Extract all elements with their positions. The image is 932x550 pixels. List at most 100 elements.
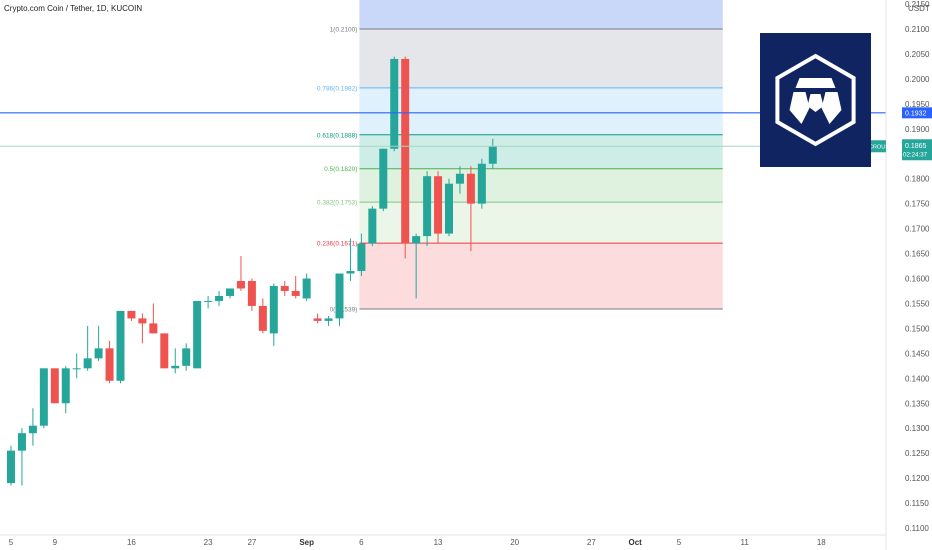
candle [412,233,421,299]
candle-body [379,148,388,209]
candle-body [116,310,125,381]
candle [28,408,37,446]
candle [50,368,59,404]
price-axis[interactable]: 0.2150 0.2100 0.2050 0.2000 0.1950 0.1900 0.18… [868,0,932,550]
candle-body [17,433,26,451]
price-tick-label: 0.1450 [905,349,930,358]
candle-body [226,288,234,296]
time-tick-label: 27 [247,538,256,547]
logo-nose [807,94,824,112]
candle-body [477,163,486,204]
candle [445,178,453,237]
candle-body [466,173,475,204]
currency-label: USDT [908,4,930,13]
fib-level-label: 0.236(0.1671) [317,241,357,248]
candle-body [204,300,213,302]
candle [215,290,224,306]
symbol-tag-label: CROUSDT [869,144,897,150]
fib-zone [359,87,723,135]
price-tick-label: 0.1550 [905,299,930,308]
hline-price-tag [902,107,932,119]
candle [61,365,70,414]
last-price-label: 0.1865 [905,143,927,150]
fib-level-label: 0.5(0.1820) [324,166,357,173]
fibonacci-retracement[interactable]: 1(0.2100) 0.786(0.1982) 0.618(0.1888) 0.5(0… [317,0,723,313]
price-tick-label: 0.1100 [905,524,929,533]
candle [138,313,147,344]
time-tick-label: Sep [299,538,314,547]
price-tick-label: 0.1950 [905,100,930,109]
candle [401,56,410,259]
candle-body [324,318,333,321]
candle [466,166,475,252]
price-tick-label: 0.1700 [905,225,930,234]
candles [7,56,497,486]
candle-body [138,318,147,324]
candle [488,138,497,169]
candle-body [160,333,169,369]
candle [357,233,366,277]
candle-body [335,273,344,319]
candle-body [455,173,464,184]
price-tick-label: 0.1900 [905,125,930,134]
candle [7,445,15,486]
candle-body [94,348,103,359]
candle-body [28,425,37,434]
candle [149,303,158,334]
candle-body [215,295,224,301]
candle [171,348,180,374]
time-tick-label: 13 [434,538,443,547]
candle [17,428,26,486]
candle-body [269,285,278,334]
candle-body [401,58,410,244]
time-axis[interactable]: 5 9 16 23 27 Sep 6 13 20 27 Oct 5 11 18 [0,534,886,547]
price-tick-label: 0.1600 [905,275,930,284]
fib-level-label: 0.382(0.1753) [317,200,357,207]
price-tick-label: 0.2150 [905,0,930,9]
candle [226,288,234,299]
candle [116,310,125,384]
candle-body [149,323,158,334]
time-tick-label: 16 [127,538,136,547]
time-tick-label: 18 [817,538,826,547]
last-price-tag [902,139,932,161]
time-tick-label: Oct [628,538,642,547]
candle [477,158,486,209]
price-tick-label: 0.2000 [905,75,930,84]
candle [455,166,464,194]
logo-left-cheek [789,92,810,124]
price-tick-label: 0.1350 [905,399,930,408]
crypto-com-logo [760,33,871,167]
candle [127,310,136,321]
price-tick-label: 0.2100 [905,25,930,34]
fib-zone [359,134,723,169]
fib-level-label: 0.618(0.1888) [317,132,357,139]
candle-body [61,368,70,404]
candle-body [127,310,136,319]
candle [302,273,311,301]
fib-zone [359,29,723,88]
candle [182,343,191,371]
time-tick-label: 11 [740,538,749,547]
candle [160,333,169,369]
candle-body [83,358,92,369]
symbol-tag [868,140,886,153]
fib-top-band [359,0,723,29]
hline-price-label: 0.1932 [905,110,927,117]
countdown-label: 02:24:37 [903,151,928,158]
candle-body [247,280,256,306]
price-tick-label: 0.1150 [905,499,929,508]
candle-body [291,290,300,296]
candle-body [280,285,289,291]
candle [291,276,300,299]
candle-body [423,176,432,237]
candle-body [7,450,15,484]
candle-body [302,278,311,299]
candle [94,325,103,361]
time-tick-label: 6 [359,538,364,547]
candle-body [368,208,377,244]
candle-body [346,271,355,274]
price-tick-label: 0.1750 [905,200,930,209]
candle [39,368,48,429]
candle-body [171,365,180,369]
